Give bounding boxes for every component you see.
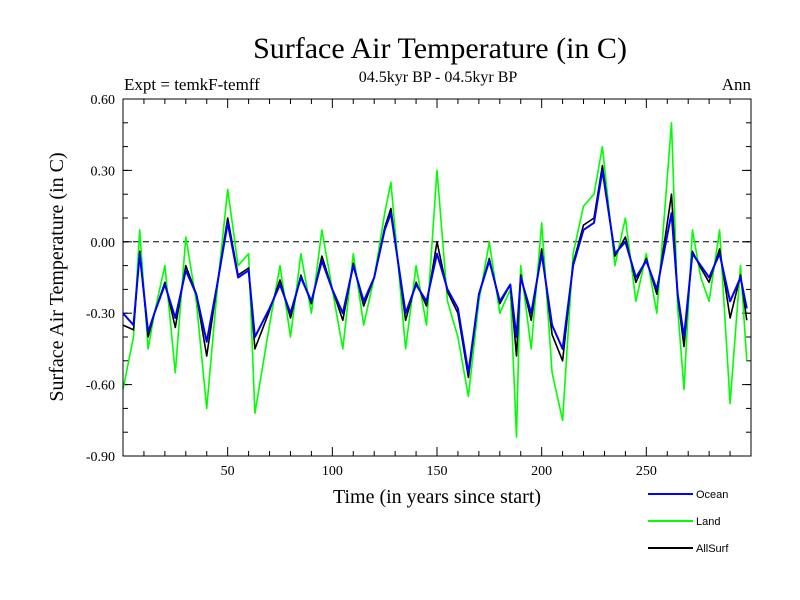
x-tick-label: 150 xyxy=(427,464,448,479)
y-tick-label: 0.30 xyxy=(91,164,116,179)
y-tick-label: 0.60 xyxy=(91,93,116,108)
expt-label: Expt = temkF-temff xyxy=(124,75,260,94)
legend-label-land: Land xyxy=(696,516,720,528)
series-line-land xyxy=(122,122,748,438)
x-tick-label: 50 xyxy=(221,464,235,479)
x-tick-label: 200 xyxy=(531,464,552,479)
y-axis-title: Surface Air Temperature (in C) xyxy=(46,152,68,401)
legend-label-ocean: Ocean xyxy=(696,489,728,501)
y-tick-label: -0.90 xyxy=(86,450,115,465)
season-label: Ann xyxy=(722,75,752,94)
x-tick-label: 100 xyxy=(322,464,343,479)
x-axis-title: Time (in years since start) xyxy=(333,486,541,508)
y-tick-label: -0.60 xyxy=(86,379,115,394)
x-tick-label: 250 xyxy=(636,464,657,479)
series-line-ocean xyxy=(122,169,748,374)
chart-subtitle: 04.5kyr BP - 04.5kyr BP xyxy=(359,69,518,86)
y-tick-label: 0.00 xyxy=(91,236,116,251)
y-tick-label: -0.30 xyxy=(86,307,115,322)
legend-label-allsurf: AllSurf xyxy=(696,543,729,555)
plot-frame xyxy=(122,98,752,457)
chart-title: Surface Air Temperature (in C) xyxy=(253,32,627,65)
